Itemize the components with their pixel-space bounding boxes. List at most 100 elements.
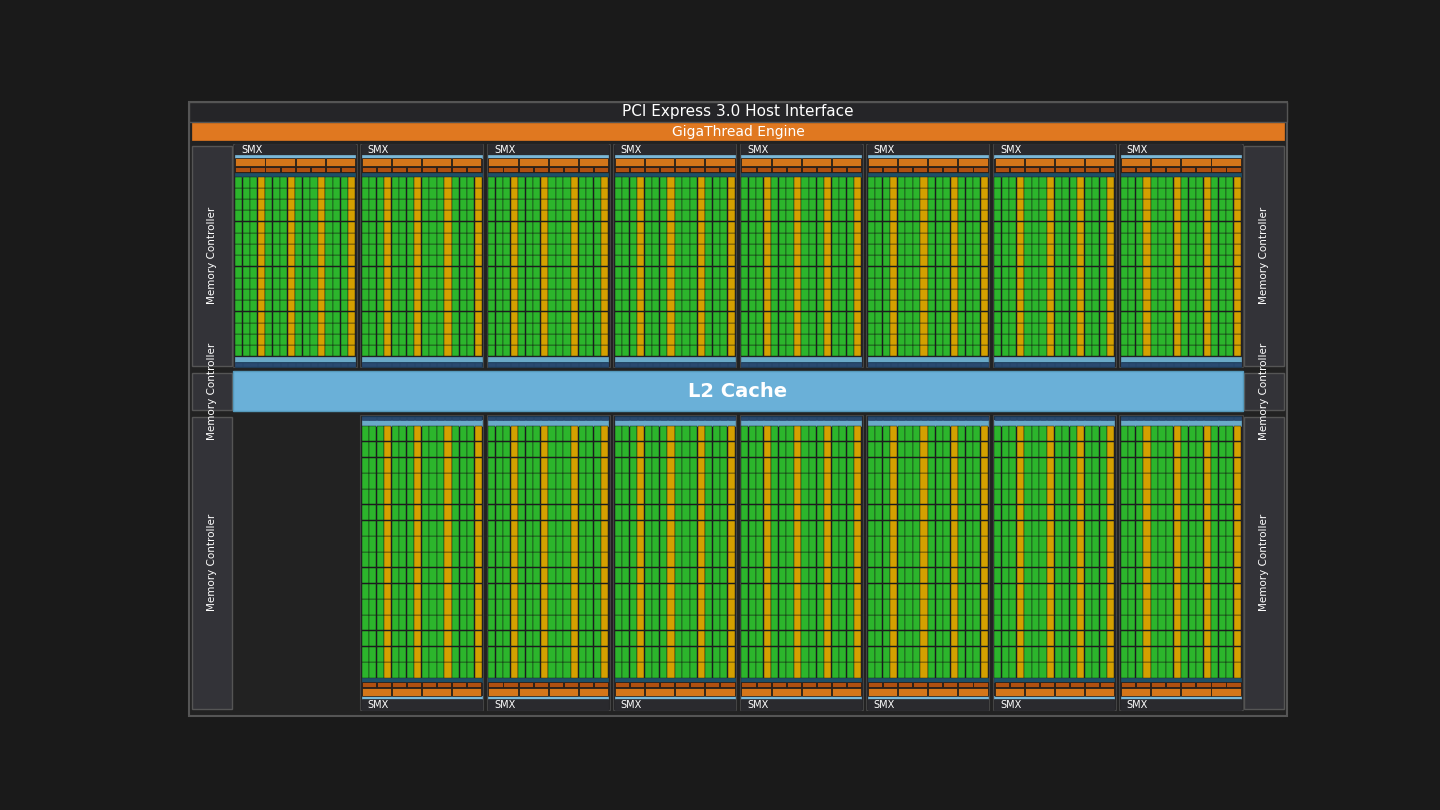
Bar: [1024, 426, 1031, 441]
Bar: [840, 301, 847, 311]
Bar: [295, 289, 302, 300]
Bar: [1120, 552, 1128, 567]
Bar: [511, 663, 518, 677]
Bar: [824, 663, 831, 677]
Bar: [958, 458, 965, 473]
Bar: [920, 646, 927, 662]
Bar: [1129, 583, 1136, 599]
Bar: [1047, 536, 1054, 552]
Bar: [652, 323, 660, 334]
Bar: [1136, 568, 1143, 583]
Bar: [541, 568, 549, 583]
Bar: [243, 177, 249, 188]
Bar: [973, 441, 981, 457]
Bar: [675, 211, 683, 221]
Bar: [1218, 552, 1225, 567]
Bar: [763, 312, 770, 322]
Bar: [749, 301, 756, 311]
Bar: [384, 278, 392, 289]
Bar: [563, 289, 570, 300]
Bar: [876, 177, 883, 188]
Bar: [325, 323, 333, 334]
Bar: [876, 312, 883, 322]
Bar: [668, 363, 674, 366]
Bar: [706, 473, 713, 488]
Bar: [593, 521, 600, 536]
Bar: [586, 335, 593, 345]
Bar: [392, 363, 399, 366]
Bar: [1017, 335, 1024, 345]
Bar: [831, 233, 838, 244]
Bar: [899, 646, 904, 662]
Bar: [809, 552, 816, 567]
Bar: [526, 441, 533, 457]
Bar: [927, 473, 935, 488]
Bar: [756, 167, 770, 173]
Bar: [1084, 599, 1092, 615]
Bar: [586, 233, 593, 244]
Bar: [1188, 233, 1195, 244]
Bar: [943, 473, 950, 488]
Bar: [950, 536, 958, 552]
Bar: [1063, 301, 1068, 311]
Bar: [756, 441, 763, 457]
Bar: [981, 521, 988, 536]
Bar: [369, 458, 376, 473]
Bar: [1092, 278, 1099, 289]
Bar: [1174, 489, 1181, 505]
Bar: [638, 631, 645, 646]
Bar: [399, 199, 406, 210]
Bar: [467, 489, 474, 505]
Bar: [429, 552, 436, 567]
Bar: [742, 536, 749, 552]
Bar: [422, 177, 429, 188]
Bar: [361, 505, 369, 520]
Bar: [1070, 646, 1077, 662]
Bar: [1188, 199, 1195, 210]
Bar: [786, 222, 793, 232]
Bar: [1009, 233, 1017, 244]
Bar: [579, 363, 586, 366]
Bar: [586, 188, 593, 198]
Bar: [235, 155, 356, 158]
Bar: [369, 289, 376, 300]
Bar: [445, 363, 451, 366]
Bar: [475, 335, 481, 345]
Bar: [526, 568, 533, 583]
Bar: [1070, 289, 1077, 300]
Bar: [459, 521, 467, 536]
Bar: [1040, 599, 1047, 615]
Bar: [1227, 583, 1233, 599]
Bar: [377, 426, 384, 441]
Bar: [973, 458, 981, 473]
Bar: [763, 335, 770, 345]
Bar: [1084, 663, 1092, 677]
Bar: [415, 505, 422, 520]
Bar: [579, 266, 586, 278]
Bar: [645, 255, 652, 266]
Bar: [675, 159, 704, 166]
Bar: [779, 473, 786, 488]
Bar: [1032, 323, 1040, 334]
Bar: [1054, 646, 1061, 662]
Bar: [1120, 699, 1241, 710]
Bar: [556, 416, 563, 420]
Bar: [868, 266, 876, 278]
Bar: [549, 346, 556, 356]
Bar: [1032, 505, 1040, 520]
Bar: [467, 301, 474, 311]
Bar: [720, 663, 727, 677]
Bar: [593, 255, 600, 266]
Bar: [868, 173, 988, 177]
Bar: [361, 245, 369, 255]
Bar: [518, 552, 526, 567]
Bar: [593, 289, 600, 300]
Bar: [876, 301, 883, 311]
Bar: [899, 536, 904, 552]
Bar: [690, 663, 697, 677]
Bar: [727, 301, 734, 311]
Bar: [422, 233, 429, 244]
Bar: [1107, 568, 1115, 583]
Bar: [1032, 222, 1040, 232]
Bar: [302, 278, 310, 289]
